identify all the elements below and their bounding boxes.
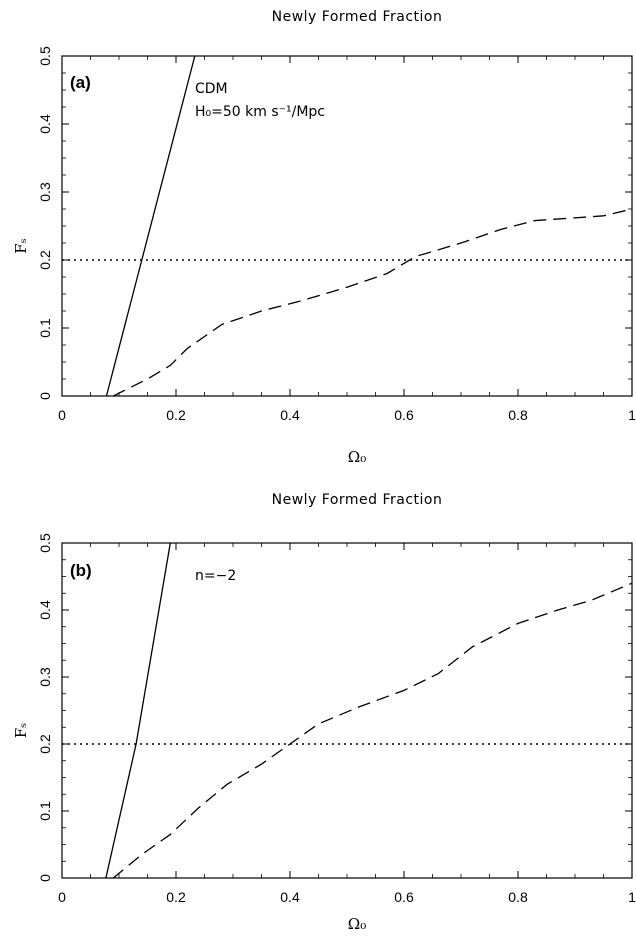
chart-panel-b: Newly Formed Fraction 0 0.2 0.4 0.6 0.8 1 0 0.1 0… (12, 492, 636, 933)
series-line-dashed (113, 208, 632, 396)
x-tick-label: 1 (628, 889, 636, 905)
y-tick-label: 0.1 (37, 801, 53, 821)
x-tick-label: 0.6 (394, 407, 414, 423)
panel-label: (a) (70, 73, 91, 92)
chart-panel-a: Newly Formed Fraction 0 0.2 0.4 0.6 0.8 1 0 0.1 0… (12, 9, 636, 466)
x-tick-label: 0.2 (166, 889, 186, 905)
chart-title: Newly Formed Fraction (272, 492, 443, 508)
annotation-text: n=−2 (195, 568, 236, 584)
x-tick-label: 0.8 (508, 407, 528, 423)
x-tick-label: 0.4 (280, 889, 300, 905)
y-tick-label: 0.5 (37, 533, 53, 553)
annotation-text: CDM (195, 81, 228, 97)
y-tick-label: 0.4 (37, 114, 53, 134)
y-tick-label: 0.4 (37, 600, 53, 620)
x-tick-label: 0.6 (394, 889, 414, 905)
y-axis-label: Fₛ (12, 238, 30, 253)
y-tick-label: 0 (37, 392, 53, 400)
x-tick-label: 0 (58, 407, 66, 423)
x-tick-label: 0.4 (280, 407, 300, 423)
y-tick-label: 0.3 (37, 182, 53, 202)
y-tick-label: 0.5 (37, 46, 53, 66)
annotation-text: H₀=50 km s⁻¹/Mpc (195, 104, 325, 120)
series-line-solid (105, 56, 196, 396)
y-tick-label: 0.1 (37, 318, 53, 338)
y-tick-label: 0 (37, 874, 53, 882)
x-axis-label: Ω₀ (348, 915, 366, 933)
x-axis-label: Ω₀ (348, 448, 366, 466)
series-line-solid (105, 543, 171, 878)
plot-frame (61, 542, 633, 879)
x-tick-label: 1 (628, 407, 636, 423)
y-tick-label: 0.2 (37, 250, 53, 270)
plot-frame (61, 55, 633, 397)
x-tick-label: 0 (58, 889, 66, 905)
x-tick-label: 0.2 (166, 407, 186, 423)
y-axis-label: Fₛ (12, 723, 30, 738)
x-tick-label: 0.8 (508, 889, 528, 905)
chart-title: Newly Formed Fraction (272, 9, 443, 25)
y-tick-label: 0.2 (37, 734, 53, 754)
series-line-dashed (112, 582, 632, 878)
y-tick-label: 0.3 (37, 667, 53, 687)
panel-label: (b) (70, 561, 92, 580)
